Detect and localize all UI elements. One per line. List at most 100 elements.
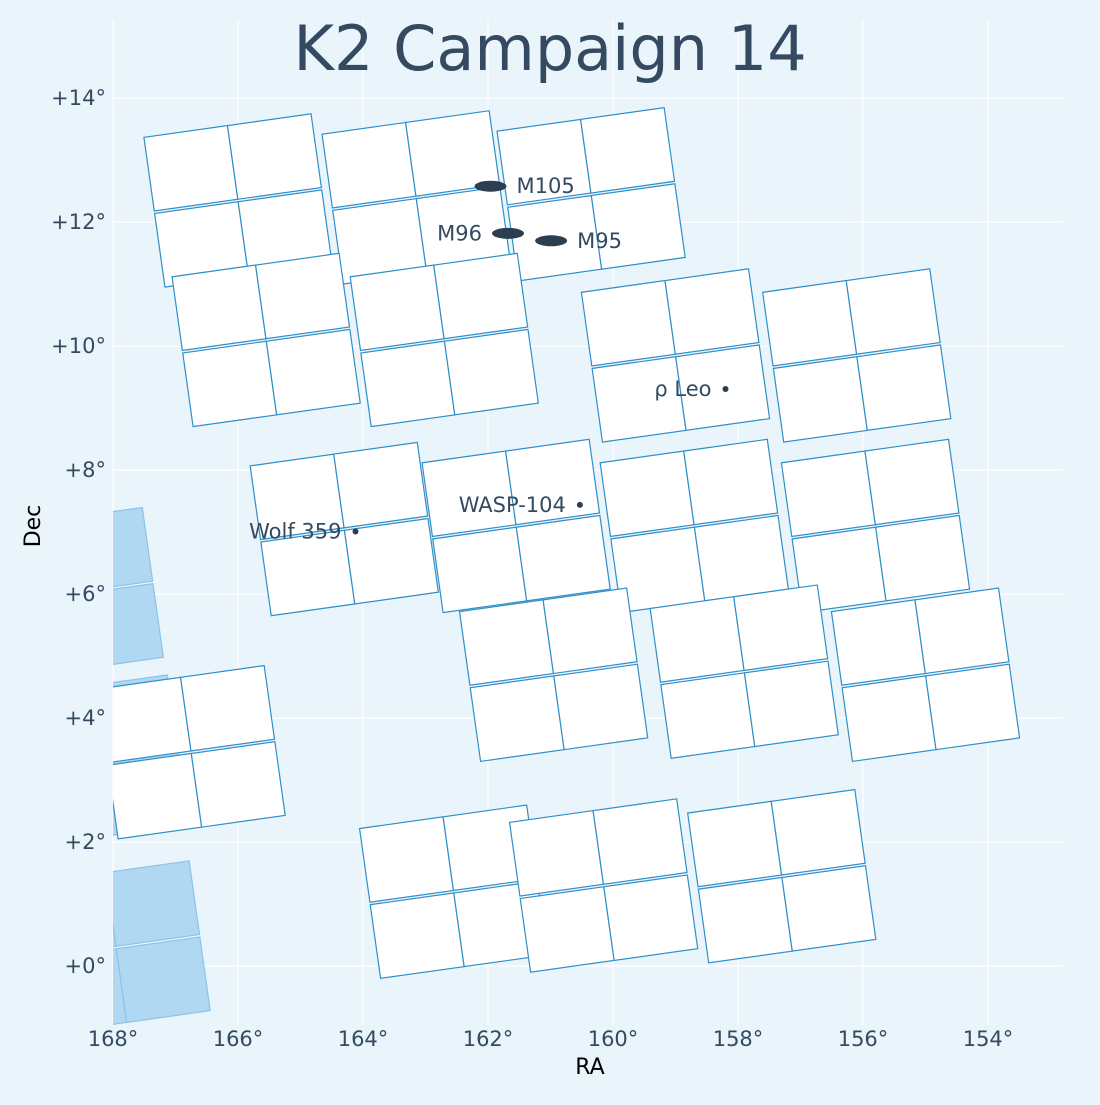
ccd-channel: [432, 526, 528, 614]
ccd-channel: [226, 113, 323, 200]
sky-object: M95: [535, 229, 622, 253]
x-tick-label: 156°: [838, 1027, 889, 1051]
ccd-channel: [113, 676, 192, 764]
ccd-module: [508, 798, 699, 973]
ccd-channel: [856, 344, 952, 432]
ccd-channel: [781, 865, 877, 952]
ccd-channel: [433, 252, 529, 340]
ccd-channel: [770, 788, 866, 876]
ccd-channel: [443, 328, 540, 416]
ccd-channel: [182, 340, 278, 428]
ccd-channel: [265, 328, 361, 416]
ccd-channel: [360, 340, 456, 428]
x-tick-label: 154°: [963, 1027, 1014, 1051]
x-tick-label: 160°: [588, 1027, 639, 1051]
ccd-channel: [113, 506, 154, 594]
galaxy-marker: [492, 227, 524, 239]
ccd-channel: [590, 183, 686, 270]
x-tick-label: 166°: [213, 1027, 264, 1051]
x-tick-label: 158°: [713, 1027, 764, 1051]
ccd-channel: [519, 886, 615, 973]
ccd-channel: [599, 450, 695, 538]
ccd-channel: [508, 809, 605, 897]
ccd-channel: [686, 800, 783, 888]
ccd-channel: [864, 438, 960, 526]
ccd-channel: [143, 124, 239, 212]
x-axis-label: RA: [575, 1055, 604, 1080]
ccd-channel: [171, 264, 267, 352]
ccd-channel: [553, 663, 649, 751]
ccd-channel: [683, 438, 779, 526]
ccd-channel: [504, 438, 601, 526]
ccd-module: [686, 788, 877, 964]
ccd-channel: [580, 279, 677, 367]
ccd-channel: [333, 441, 429, 529]
ccd-module: [249, 441, 440, 617]
sky-object: M105: [474, 174, 575, 198]
y-tick-label: +2°: [65, 830, 106, 854]
neighbor-module: [113, 506, 165, 670]
ccd-channel: [924, 663, 1021, 751]
x-tick-labels: 168° 166° 164° 162° 160° 158° 156° 154°: [88, 1027, 1014, 1051]
y-tick-label: +6°: [65, 582, 106, 606]
ccd-channel: [179, 664, 276, 752]
ccd-channel: [874, 514, 971, 602]
ccd-channel: [190, 741, 286, 828]
object-label: M95: [577, 229, 622, 253]
object-label: WASP-104: [459, 493, 566, 517]
sky-object: M96: [437, 221, 524, 245]
ccd-channel: [674, 344, 771, 432]
ccd-channel: [780, 450, 877, 538]
x-tick-label: 168°: [88, 1027, 139, 1051]
ccd-channel: [113, 582, 165, 670]
ccd-module: [649, 584, 840, 759]
neighbor-module: [113, 860, 211, 1025]
ccd-module: [458, 587, 649, 763]
object-label: M96: [437, 221, 482, 245]
ccd-channel: [542, 587, 638, 675]
ccd-channels: [113, 106, 1021, 980]
y-tick-label: +8°: [65, 458, 106, 482]
ccd-channel: [404, 110, 501, 197]
ccd-channel: [772, 356, 868, 443]
ccd-channel: [343, 517, 440, 605]
ccd-channel: [841, 675, 937, 763]
ccd-channel: [113, 752, 203, 840]
x-tick-label: 162°: [463, 1027, 514, 1051]
ccd-channel: [369, 892, 465, 980]
ccd-channel: [515, 514, 611, 602]
ccd-channel: [321, 121, 417, 209]
ccd-channel: [349, 264, 445, 352]
ccd-channel: [254, 252, 351, 340]
sky-object: WASP-104: [459, 493, 583, 517]
y-tick-label: +10°: [51, 334, 106, 358]
ccd-module: [321, 110, 511, 285]
y-tick-label: +14°: [51, 86, 106, 110]
ccd-channel: [743, 660, 840, 748]
object-label: Wolf 359: [249, 520, 341, 544]
ccd-channel: [660, 672, 756, 759]
ccd-channel: [914, 587, 1010, 675]
ccd-module: [580, 268, 771, 443]
y-axis-label: Dec: [21, 505, 46, 548]
ccd-channel: [697, 876, 793, 964]
ccd-channel: [115, 936, 211, 1024]
object-label: ρ Leo: [654, 377, 711, 401]
galaxy-marker: [535, 235, 568, 247]
ccd-module: [358, 804, 549, 980]
ccd-channel: [845, 268, 941, 355]
ccd-channel: [733, 584, 829, 672]
ccd-channel: [113, 860, 201, 947]
plot-area: M105 M96 M95 ρ Leo WASP-104 Wolf 359: [113, 106, 1021, 1025]
x-tick-label: 164°: [338, 1027, 389, 1051]
galaxy-marker: [474, 180, 507, 192]
ccd-module: [761, 268, 952, 443]
ccd-module: [113, 664, 286, 840]
ccd-channel: [603, 874, 699, 962]
sky-object: ρ Leo: [654, 377, 729, 401]
y-tick-label: +12°: [51, 210, 106, 234]
star-marker: [722, 385, 729, 392]
y-tick-label: +4°: [65, 706, 106, 730]
